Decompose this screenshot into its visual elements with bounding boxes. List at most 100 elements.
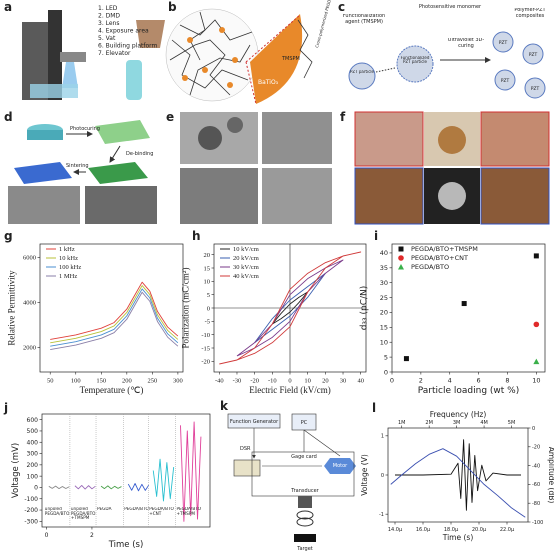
y-tick-label: -1 [379,512,384,518]
y-axis-label: d₃₃ (pC/N) [360,286,370,331]
x-tick-label: 0 [45,532,49,539]
decoration [85,186,157,224]
decoration [296,510,314,520]
decoration [62,62,78,88]
monomer-label: Photosensitive monomer [419,4,482,10]
y-tick-label: 40 [380,249,388,257]
decoration [30,84,78,98]
panel-k: k Function Generator PC Gage card Motor … [220,399,356,552]
y-tick-label: 15 [204,265,211,272]
x-tick-label: 100 [71,378,81,385]
chart: -40 -30 -20 -10 0 10 20 30 40 -20 -15 -10 -5 0 5 10 15 20… [181,243,367,395]
x-axis-label: Particle loading (wt %) [418,386,519,396]
panel-label: j [3,401,8,415]
series-line [219,251,362,365]
y-tick-label: -20 [201,359,210,366]
legend-item: PEGDA/BTO +TMSPM [176,507,202,516]
x-tick-label: 50 [47,378,54,385]
panel-label: e [166,110,174,124]
legend-label: 30 kV/cm [233,264,259,271]
panel-label: a [4,0,12,14]
legend-label: 100 kHz [59,264,81,271]
x-tick-label: 10 [304,378,311,385]
legend-item: unpoled PEGDA/BTO +TMSPM [71,507,96,520]
decoration [233,459,261,477]
decoration [189,44,251,96]
decoration [298,496,312,508]
list-item: 3. Lens [98,20,120,27]
y-tick-label: 4000 [23,300,36,307]
decoration: Polymer-PZT composites [514,8,546,19]
legend-marker [398,246,404,252]
x2-axis-label: Frequency (Hz) [430,410,487,419]
pzt-label: PZT [531,86,540,92]
y-tick-label: -200 [24,507,38,514]
step-label: De-binding [126,151,153,157]
panel-label: l [372,401,376,415]
legend-label: 1 MHz [59,273,77,280]
y-tick-label: 5 [207,292,210,299]
x-tick-label: 14.0μ [388,527,403,533]
series-line [100,485,122,490]
series-label: PEGDA/BTO +CNT [149,507,174,516]
decoration [8,186,80,224]
x-tick-label: 0 [288,378,291,385]
legend-label: PEGDA/BTO+TMSPM [411,245,478,253]
x-tick-label: 6 [477,377,481,385]
particle-label: PZT particle [350,70,374,74]
panel-label: f [340,110,346,124]
decoration [348,62,376,90]
decoration [324,458,356,474]
marker [533,358,540,365]
x-tick-label: 22.0μ [500,527,515,533]
series-label: unpoled PEGDA/BTO [44,507,70,516]
y-tick-label: 500 [27,428,39,435]
y-tick-label: 0 [34,485,38,492]
list-item: 5. Vat [98,35,116,42]
y-tick-label: 6000 [23,255,36,262]
step-label: Photocuring [70,126,100,132]
series-line [50,288,179,347]
x-axis-label: Electric Field (kV/cm) [249,385,330,395]
panel-label: d [4,110,13,124]
legend-label: 40 kV/cm [233,273,259,280]
x-tick-label: 300 [173,378,183,385]
legend-item: PEGDA/BTO +CNT [149,507,174,516]
decoration [227,117,243,133]
series-line [48,485,70,490]
x2-tick-label: 4M [480,420,488,426]
decoration [227,82,233,88]
panel-b: b TMSPM BaTiO₃ Cross-polymerized PEGDA [165,0,333,105]
y-tick-label: -15 [201,345,210,352]
legend-item: PEGDA [97,507,111,511]
composite-label: Polymer-PZT composites [514,8,546,19]
plot-frame [391,243,546,373]
y-tick-label: 20 [204,252,211,259]
decoration [60,52,86,62]
decoration [245,61,257,105]
legend-item: unpoled PEGDA/BTO [44,507,70,516]
agent-label: Functionalization agent (TMSPM) [342,14,386,25]
box-label: Gage card [291,454,317,460]
y-tick-label: 25 [380,294,388,302]
y-tick-label: 5 [384,353,388,361]
chart: 0 2 4 6 8 10 0 5 10 15 20 25 30 35 40 Particle loading … [360,243,546,396]
series-line [180,421,202,522]
decoration [303,429,341,457]
y-tick-label: 0 [384,368,388,376]
decoration [171,39,249,89]
x-tick-label: 20.0μ [472,527,487,533]
legend-label: 1 kHz [59,246,75,253]
decoration [296,517,314,527]
y-tick-label: 2000 [23,345,36,352]
series-label: PEGDA/BTO +TMSPM [176,507,202,516]
particle-label: BaTiO₃ [258,79,279,86]
x2-tick-label: 1M [398,420,406,426]
decoration [262,168,332,224]
box-label: Transducer [290,488,319,494]
panel-label: k [220,399,229,413]
y-tick-label: 1 [381,434,384,440]
panel-d: d Photocuring De-binding Sintering [4,110,157,224]
decoration [14,162,72,184]
y-tick-label: 0 [207,305,210,312]
